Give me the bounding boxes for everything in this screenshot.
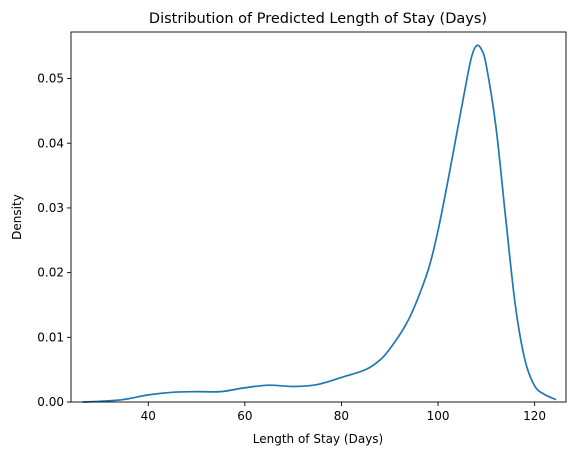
density-line <box>82 44 557 403</box>
x-axis-label: Length of Stay (Days) <box>253 432 384 446</box>
x-axis: 40 60 80 100 120 <box>141 402 546 423</box>
plot-area <box>70 31 567 403</box>
y-tick-label: 0.00 <box>37 395 64 409</box>
y-tick-label: 0.01 <box>37 330 64 344</box>
chart-title: Distribution of Predicted Length of Stay… <box>149 11 487 27</box>
x-tick-label: 100 <box>427 409 450 423</box>
y-tick-label: 0.04 <box>37 136 64 150</box>
x-tick-label: 120 <box>523 409 546 423</box>
x-tick-label: 80 <box>334 409 349 423</box>
x-tick-label: 60 <box>237 409 252 423</box>
y-tick-label: 0.05 <box>37 72 64 86</box>
y-tick-label: 0.02 <box>37 266 64 280</box>
y-axis: 0.00 0.01 0.02 0.03 0.04 0.05 <box>37 72 71 409</box>
x-tick-label: 40 <box>141 409 156 423</box>
y-tick-label: 0.03 <box>37 201 64 215</box>
axes-frame <box>70 31 567 403</box>
y-axis-label: Density <box>10 194 24 240</box>
